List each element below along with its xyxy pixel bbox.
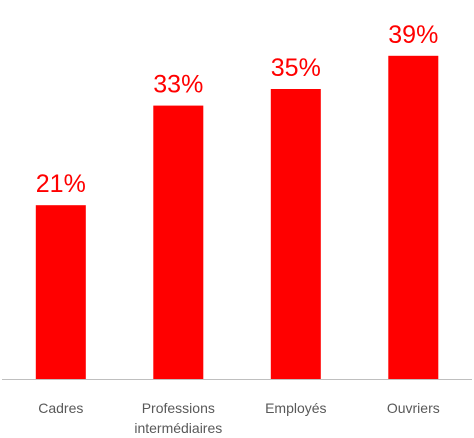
value-label-1: 33% xyxy=(153,71,203,99)
category-label-line: Employés xyxy=(265,400,326,416)
value-label-2: 35% xyxy=(271,54,321,82)
category-label-0: Cadres xyxy=(38,400,83,416)
bar-3 xyxy=(388,55,439,380)
category-label-1: Professions intermédiaires xyxy=(134,400,222,436)
bar-1 xyxy=(153,105,204,380)
value-label-0: 21% xyxy=(36,170,86,198)
value-label-3: 39% xyxy=(388,21,438,49)
category-label-line: Cadres xyxy=(38,400,83,416)
category-labels-group: Cadres Professions intermédiaires Employés O… xyxy=(38,400,440,436)
category-label-line: Professions xyxy=(142,400,215,416)
category-label-line: intermédiaires xyxy=(134,420,222,436)
value-labels-group: 21% 33% 35% 39% xyxy=(36,21,439,198)
category-label-3: Ouvriers xyxy=(387,400,440,416)
bar-2 xyxy=(270,89,321,380)
category-label-2: Employés xyxy=(265,400,326,416)
bar-0 xyxy=(35,205,86,380)
bars-group xyxy=(35,55,439,380)
category-label-line: Ouvriers xyxy=(387,400,440,416)
